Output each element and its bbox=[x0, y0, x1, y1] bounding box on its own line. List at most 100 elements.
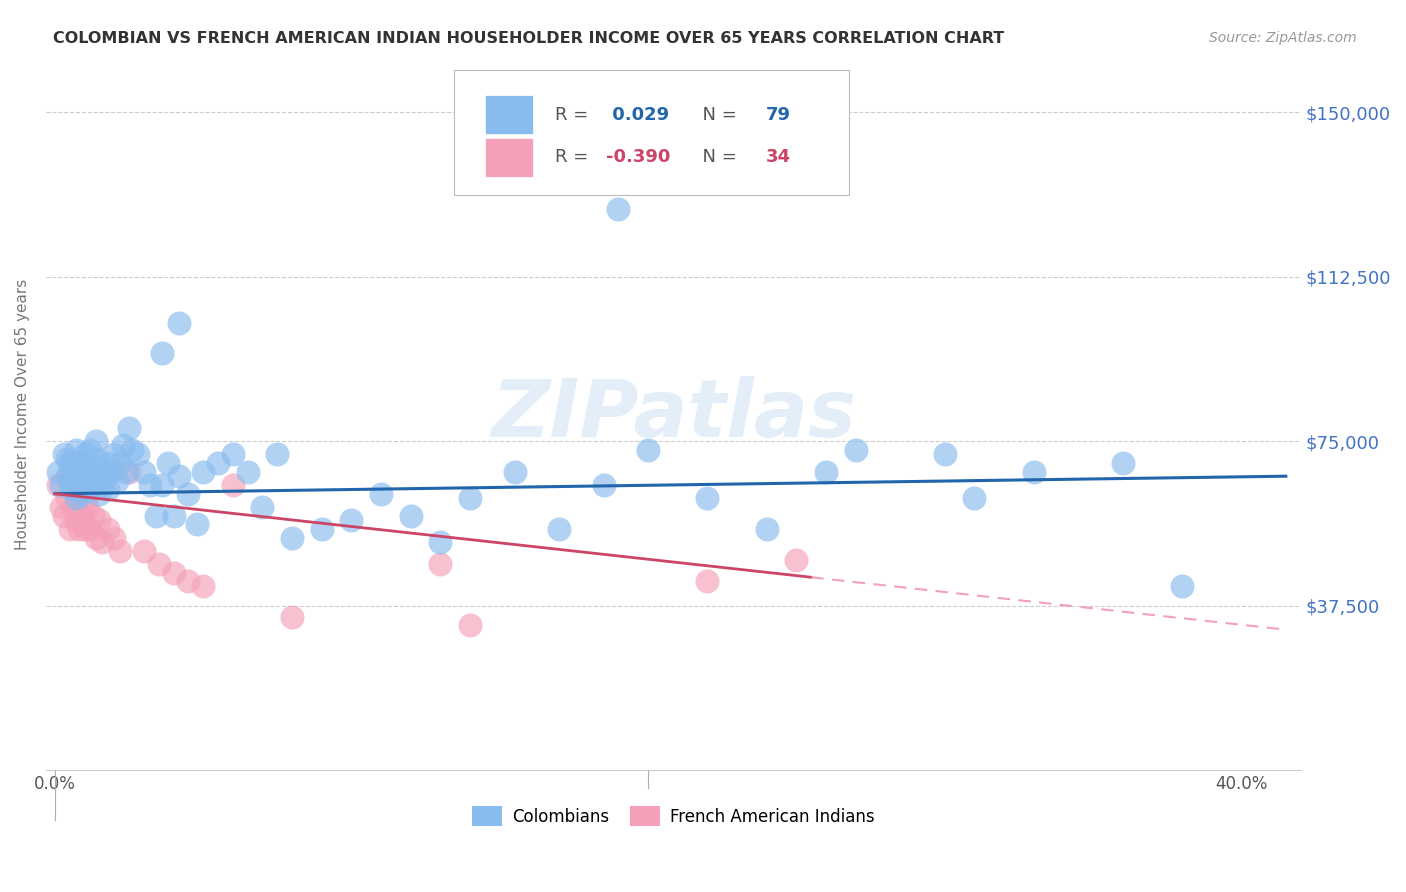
Point bbox=[458, 618, 481, 632]
Point bbox=[150, 478, 173, 492]
Point bbox=[845, 442, 868, 457]
Point bbox=[62, 460, 84, 475]
Point bbox=[70, 465, 93, 479]
Point bbox=[548, 522, 571, 536]
Text: COLOMBIAN VS FRENCH AMERICAN INDIAN HOUSEHOLDER INCOME OVER 65 YEARS CORRELATION: COLOMBIAN VS FRENCH AMERICAN INDIAN HOUS… bbox=[53, 31, 1005, 46]
Text: -0.390: -0.390 bbox=[606, 148, 669, 166]
Point bbox=[89, 460, 111, 475]
Point bbox=[177, 574, 200, 589]
Point bbox=[162, 566, 184, 580]
Point bbox=[49, 478, 72, 492]
Point bbox=[963, 491, 986, 505]
Text: 0.029: 0.029 bbox=[606, 105, 669, 124]
Point bbox=[281, 609, 304, 624]
Point bbox=[79, 469, 101, 483]
Point bbox=[118, 421, 141, 435]
Point bbox=[118, 465, 141, 479]
Text: Source: ZipAtlas.com: Source: ZipAtlas.com bbox=[1209, 31, 1357, 45]
Point bbox=[115, 465, 138, 479]
Point bbox=[65, 513, 87, 527]
Point bbox=[112, 438, 135, 452]
Point bbox=[281, 531, 304, 545]
Point bbox=[59, 478, 82, 492]
Point bbox=[89, 487, 111, 501]
Point bbox=[70, 487, 93, 501]
Point bbox=[59, 522, 82, 536]
Point bbox=[340, 513, 363, 527]
Text: R =: R = bbox=[555, 148, 595, 166]
Point bbox=[65, 491, 87, 505]
Legend: Colombians, French American Indians: Colombians, French American Indians bbox=[472, 806, 875, 826]
Point bbox=[82, 478, 104, 492]
Point bbox=[55, 491, 77, 505]
Point bbox=[1111, 456, 1133, 470]
Point bbox=[86, 434, 108, 449]
Point bbox=[121, 442, 143, 457]
Point bbox=[103, 447, 125, 461]
Point bbox=[76, 500, 98, 514]
Point bbox=[67, 522, 90, 536]
Point bbox=[94, 469, 117, 483]
Point bbox=[86, 531, 108, 545]
Point bbox=[59, 456, 82, 470]
Point bbox=[207, 456, 229, 470]
Point bbox=[177, 487, 200, 501]
Point bbox=[100, 465, 122, 479]
Point bbox=[1022, 465, 1045, 479]
Point bbox=[503, 465, 526, 479]
Point bbox=[73, 522, 96, 536]
Point bbox=[55, 469, 77, 483]
Point bbox=[236, 465, 259, 479]
Point bbox=[70, 508, 93, 523]
Point bbox=[429, 535, 451, 549]
Point bbox=[67, 478, 90, 492]
Point bbox=[169, 316, 191, 330]
Point bbox=[62, 500, 84, 514]
Point bbox=[65, 487, 87, 501]
Point bbox=[46, 478, 69, 492]
Point bbox=[266, 447, 288, 461]
Point bbox=[592, 478, 614, 492]
Text: N =: N = bbox=[690, 148, 742, 166]
Point bbox=[97, 456, 120, 470]
Point bbox=[132, 465, 155, 479]
Text: N =: N = bbox=[690, 105, 742, 124]
Point bbox=[46, 465, 69, 479]
Y-axis label: Householder Income Over 65 years: Householder Income Over 65 years bbox=[15, 279, 30, 550]
Point bbox=[934, 447, 956, 461]
Point bbox=[65, 442, 87, 457]
Point bbox=[108, 543, 131, 558]
Text: 79: 79 bbox=[766, 105, 792, 124]
Point bbox=[252, 500, 274, 514]
Point bbox=[150, 346, 173, 360]
Point bbox=[148, 557, 170, 571]
Point bbox=[59, 465, 82, 479]
Point bbox=[55, 451, 77, 466]
Point bbox=[108, 456, 131, 470]
Point bbox=[76, 460, 98, 475]
Text: ZIPatlas: ZIPatlas bbox=[491, 376, 856, 454]
Point bbox=[429, 557, 451, 571]
Point bbox=[49, 500, 72, 514]
Point bbox=[785, 552, 807, 566]
Point bbox=[73, 474, 96, 488]
Point bbox=[222, 447, 245, 461]
Point bbox=[76, 483, 98, 497]
Point bbox=[755, 522, 778, 536]
Point bbox=[132, 543, 155, 558]
Point bbox=[186, 517, 208, 532]
Point bbox=[103, 531, 125, 545]
Point bbox=[97, 483, 120, 497]
Point bbox=[67, 456, 90, 470]
Point bbox=[222, 478, 245, 492]
Text: R =: R = bbox=[555, 105, 595, 124]
Point bbox=[127, 447, 149, 461]
Point bbox=[458, 491, 481, 505]
Point bbox=[696, 574, 718, 589]
Point bbox=[89, 513, 111, 527]
Point bbox=[97, 522, 120, 536]
Point bbox=[169, 469, 191, 483]
Point bbox=[637, 442, 659, 457]
Point bbox=[82, 508, 104, 523]
Point bbox=[91, 478, 114, 492]
